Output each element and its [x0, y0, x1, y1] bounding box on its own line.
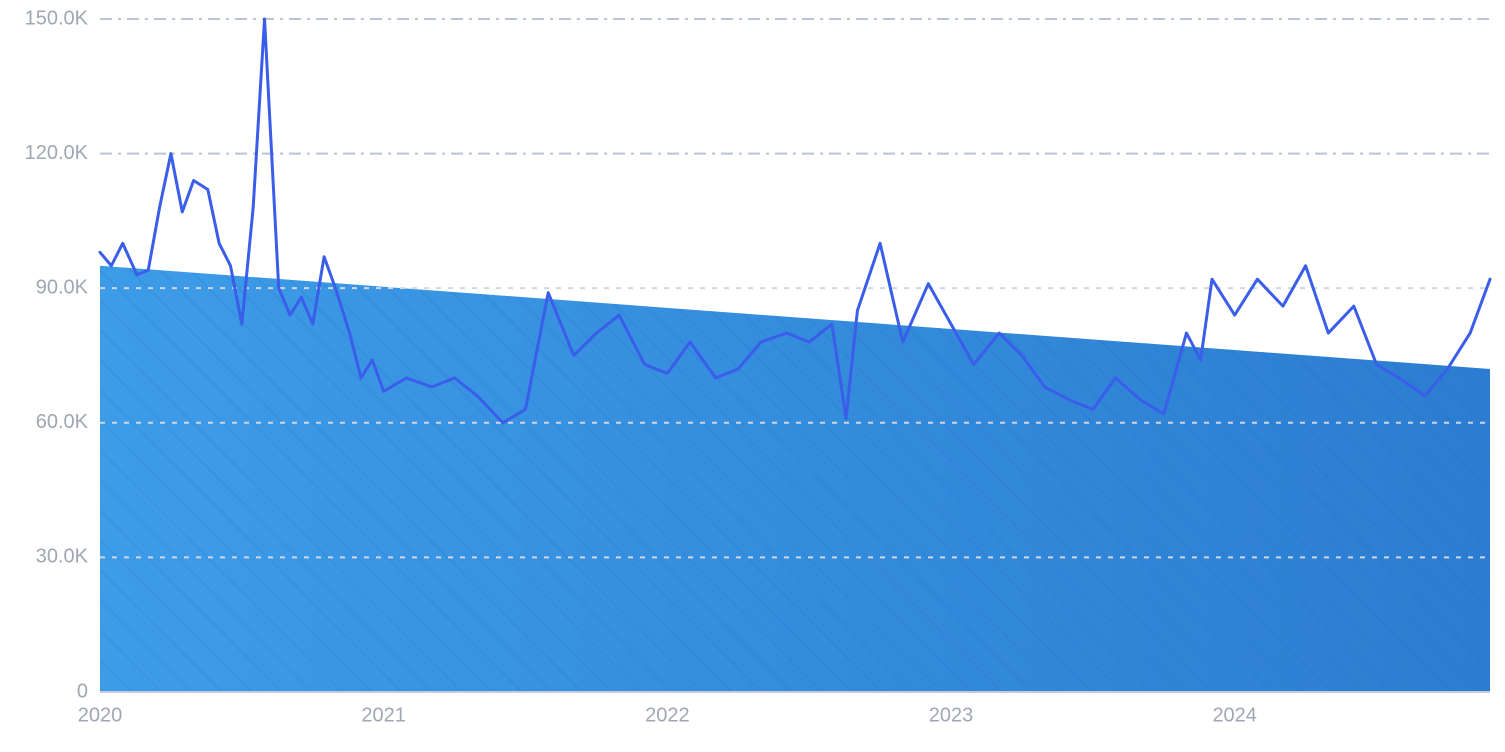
y-tick-label: 120.0K [25, 142, 89, 164]
x-tick-label: 2024 [1212, 705, 1257, 727]
y-tick-label: 90.0K [36, 276, 89, 298]
chart-svg: 0 30.0K 60.0K 90.0K 120.0K 150.0K 2020 2021 2022… [0, 0, 1505, 752]
x-tick-label: 2023 [929, 705, 974, 727]
x-tick-label: 2021 [361, 705, 406, 727]
y-tick-label: 150.0K [25, 7, 89, 29]
line-area-chart: 0 30.0K 60.0K 90.0K 120.0K 150.0K 2020 2021 2022… [0, 0, 1505, 752]
x-tick-label: 2022 [645, 705, 690, 727]
x-tick-label: 2020 [78, 705, 123, 727]
y-tick-label: 0 [77, 680, 88, 702]
y-tick-label: 60.0K [36, 411, 89, 433]
y-tick-label: 30.0K [36, 546, 89, 568]
